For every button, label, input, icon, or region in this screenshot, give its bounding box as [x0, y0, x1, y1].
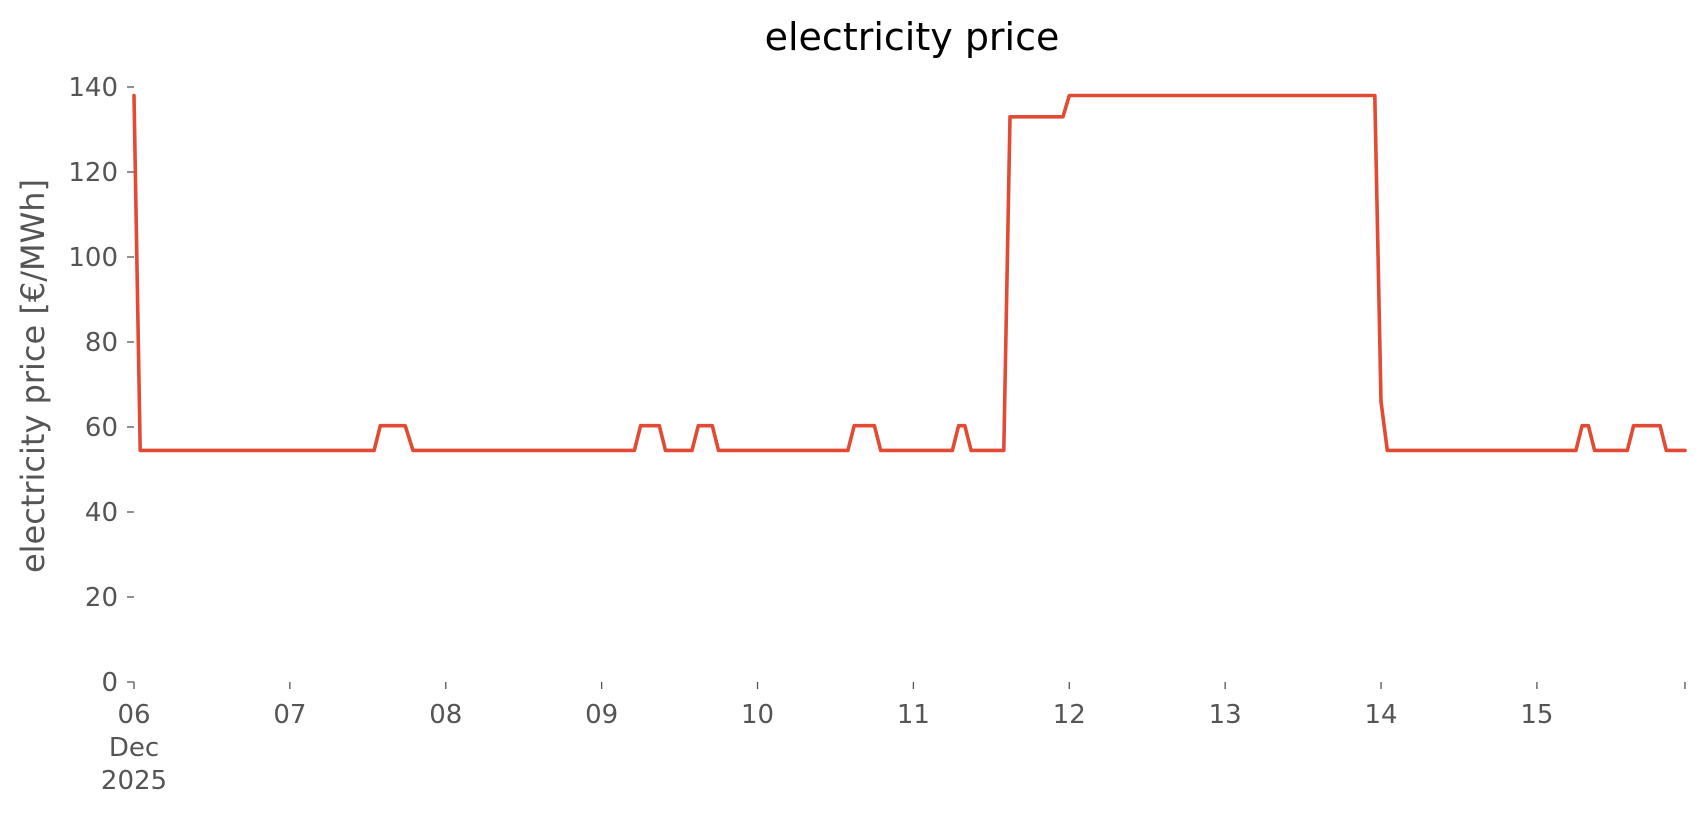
y-axis-label: electricity price [€/MWh]: [14, 179, 52, 573]
x-tick-label: 11: [897, 700, 930, 730]
x-tick-label: 08: [429, 700, 462, 730]
x-tick-label: 13: [1209, 700, 1242, 730]
y-tick-label: 140: [68, 73, 118, 103]
y-tick-label: 40: [85, 498, 118, 528]
y-tick-label: 120: [68, 158, 118, 188]
y-axis: 0 20 40 60 80 100 120 140: [68, 73, 134, 698]
price-series-line: [132, 93, 1687, 453]
x-tick-label: 15: [1520, 700, 1553, 730]
x-tick-label: 06: [117, 700, 150, 730]
x-tick-label: 2025: [101, 766, 167, 796]
x-tick-label: Dec: [109, 733, 159, 763]
x-tick-label: 07: [273, 700, 306, 730]
x-tick-label: 09: [585, 700, 618, 730]
y-tick-label: 60: [85, 413, 118, 443]
plot-area: [132, 93, 1687, 453]
y-tick-label: 20: [85, 583, 118, 613]
x-tick-label: 10: [741, 700, 774, 730]
chart-title: electricity price: [765, 15, 1060, 59]
x-tick-label: 12: [1053, 700, 1086, 730]
x-tick-label: 14: [1364, 700, 1397, 730]
y-tick-label: 80: [85, 328, 118, 358]
y-tick-label: 0: [101, 668, 118, 698]
y-tick-label: 100: [68, 243, 118, 273]
